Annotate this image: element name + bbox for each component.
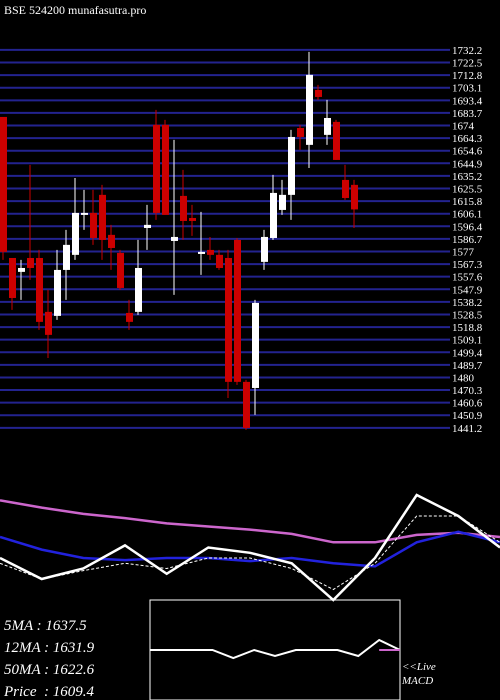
indicator-line [0, 499, 500, 544]
candle-body [135, 267, 142, 312]
y-tick-label: 1557.6 [452, 272, 483, 284]
y-tick-label: 1499.4 [452, 347, 483, 359]
y-tick-label: 1470.3 [452, 385, 483, 397]
candle-body [153, 124, 160, 213]
y-tick-label: 1480 [452, 372, 475, 384]
stat: Price : 1609.4 [3, 684, 94, 700]
candle-body [18, 267, 25, 272]
live-label: MACD [401, 675, 433, 687]
candle-body [261, 236, 268, 262]
y-tick-label: 1674 [452, 121, 475, 133]
candle-body [351, 184, 358, 210]
candle-body [342, 179, 349, 198]
y-tick-label: 1654.6 [452, 146, 483, 158]
candle-body [117, 252, 124, 288]
candle-body [81, 212, 88, 215]
y-tick-label: 1489.7 [452, 360, 483, 372]
candle-body [126, 312, 133, 322]
y-tick-label: 1450.9 [452, 410, 483, 422]
candle-body [27, 257, 34, 268]
candle-body [171, 236, 178, 241]
candle-body [252, 302, 259, 388]
indicator-line [0, 530, 500, 568]
y-tick-label: 1625.5 [452, 184, 483, 196]
candle-body [198, 251, 205, 254]
candle-body [90, 212, 97, 238]
y-tick-label: 1703.1 [452, 83, 482, 95]
candle-body [207, 249, 214, 255]
y-tick-label: 1547.9 [452, 284, 483, 296]
y-tick-label: 1528.5 [452, 309, 483, 321]
candle-body [288, 136, 295, 195]
chart-title: BSE 524200 munafasutra.pro [4, 3, 146, 17]
y-tick-label: 1615.8 [452, 196, 483, 208]
macd-line [150, 638, 401, 660]
candle-body [144, 224, 151, 228]
y-tick-label: 1683.7 [452, 108, 483, 120]
y-tick-label: 1635.2 [452, 171, 482, 183]
y-tick-label: 1732.2 [452, 45, 482, 57]
y-tick-label: 1586.7 [452, 234, 483, 246]
candle-body [36, 257, 43, 322]
stat: 12MA : 1631.9 [4, 640, 95, 656]
y-tick-label: 1460.6 [452, 398, 483, 410]
candle-body [162, 124, 169, 215]
live-label: <<Live [402, 661, 436, 673]
y-tick-label: 1644.9 [452, 158, 483, 170]
y-tick-label: 1596.4 [452, 221, 483, 233]
candle-body [72, 212, 79, 255]
candle-body [108, 234, 115, 248]
candle-body [45, 311, 52, 335]
y-tick-label: 1538.2 [452, 297, 482, 309]
candle-body [54, 269, 61, 316]
indicator-line [0, 515, 500, 591]
candle-body [279, 194, 286, 210]
y-tick-label: 1712.8 [452, 70, 483, 82]
candle-body [180, 195, 187, 221]
stat: 50MA : 1622.6 [4, 662, 95, 678]
candle-body [189, 217, 196, 221]
y-tick-label: 1722.5 [452, 58, 483, 70]
candle-body [216, 254, 223, 268]
y-tick-label: 1664.3 [452, 133, 483, 145]
y-tick-label: 1577 [452, 246, 475, 258]
candle-body [0, 116, 7, 252]
candle-body [9, 257, 16, 298]
candle-body [306, 74, 313, 145]
candle-body [324, 117, 331, 135]
candle-body [297, 127, 304, 137]
y-tick-label: 1509.1 [452, 335, 482, 347]
candle-body [225, 257, 232, 382]
candle-body [63, 244, 70, 270]
candle-body [234, 239, 241, 382]
y-tick-label: 1441.2 [452, 423, 482, 435]
candle-body [243, 381, 250, 428]
candle-body [333, 121, 340, 160]
y-tick-label: 1606.1 [452, 209, 482, 221]
candle-body [315, 89, 322, 97]
y-tick-label: 1518.8 [452, 322, 483, 334]
indicator-line [0, 493, 500, 602]
y-tick-label: 1567.3 [452, 259, 483, 271]
candle-body [99, 194, 106, 240]
candle-body [270, 192, 277, 238]
stat: 5MA : 1637.5 [4, 618, 87, 634]
y-tick-label: 1693.4 [452, 95, 483, 107]
